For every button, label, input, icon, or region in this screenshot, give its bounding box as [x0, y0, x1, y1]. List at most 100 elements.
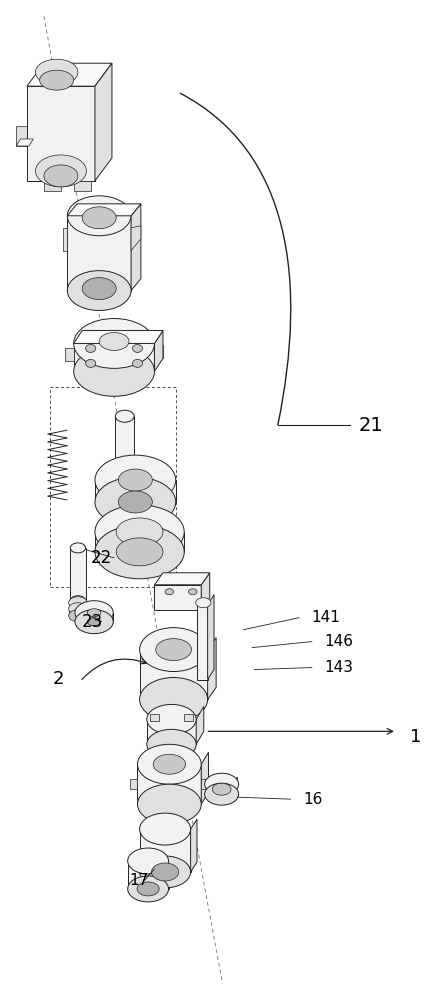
Polygon shape — [201, 573, 210, 610]
Polygon shape — [190, 819, 197, 872]
Polygon shape — [201, 752, 208, 804]
Ellipse shape — [118, 469, 152, 491]
Ellipse shape — [137, 744, 201, 784]
Polygon shape — [67, 204, 141, 216]
Polygon shape — [16, 139, 33, 146]
Ellipse shape — [140, 813, 190, 845]
Polygon shape — [211, 784, 233, 794]
Ellipse shape — [36, 59, 78, 85]
Text: 2: 2 — [52, 671, 64, 689]
Polygon shape — [130, 779, 137, 789]
Polygon shape — [65, 348, 74, 361]
Polygon shape — [27, 63, 112, 86]
Ellipse shape — [116, 410, 134, 422]
Polygon shape — [95, 63, 112, 181]
Text: 23: 23 — [82, 613, 104, 631]
Polygon shape — [74, 330, 163, 343]
Ellipse shape — [95, 505, 184, 559]
Ellipse shape — [205, 783, 239, 805]
Ellipse shape — [205, 773, 239, 795]
Ellipse shape — [40, 70, 74, 90]
Ellipse shape — [74, 319, 155, 368]
Ellipse shape — [188, 589, 197, 595]
Ellipse shape — [116, 538, 163, 566]
Polygon shape — [208, 638, 216, 699]
Ellipse shape — [116, 518, 163, 546]
Ellipse shape — [70, 596, 86, 606]
Polygon shape — [108, 476, 159, 493]
Polygon shape — [233, 777, 238, 794]
Ellipse shape — [86, 359, 96, 367]
Ellipse shape — [116, 462, 134, 474]
Polygon shape — [128, 861, 169, 889]
Polygon shape — [95, 532, 184, 552]
Ellipse shape — [95, 477, 176, 527]
Ellipse shape — [68, 610, 87, 622]
Polygon shape — [63, 228, 67, 251]
Ellipse shape — [153, 754, 185, 774]
Ellipse shape — [67, 271, 131, 311]
Ellipse shape — [108, 477, 159, 509]
Ellipse shape — [118, 491, 152, 513]
Ellipse shape — [156, 639, 191, 661]
Ellipse shape — [128, 876, 169, 902]
Ellipse shape — [137, 784, 201, 824]
Ellipse shape — [140, 628, 208, 672]
Polygon shape — [95, 480, 176, 502]
Ellipse shape — [212, 783, 231, 795]
Ellipse shape — [74, 346, 155, 396]
Ellipse shape — [165, 589, 174, 595]
Ellipse shape — [137, 882, 159, 896]
Polygon shape — [155, 573, 210, 585]
Ellipse shape — [140, 856, 190, 888]
Ellipse shape — [68, 597, 87, 609]
Polygon shape — [67, 216, 131, 291]
Polygon shape — [131, 226, 141, 251]
Ellipse shape — [75, 601, 113, 625]
Ellipse shape — [140, 678, 208, 721]
Ellipse shape — [75, 610, 113, 634]
Polygon shape — [208, 595, 214, 680]
Text: 16: 16 — [303, 792, 323, 807]
Ellipse shape — [44, 165, 78, 187]
Ellipse shape — [95, 455, 176, 505]
Polygon shape — [74, 181, 91, 191]
Polygon shape — [16, 126, 29, 146]
Polygon shape — [116, 416, 134, 468]
Polygon shape — [201, 779, 209, 789]
Ellipse shape — [67, 196, 131, 236]
Ellipse shape — [147, 729, 196, 759]
Ellipse shape — [132, 359, 143, 367]
Text: 17: 17 — [129, 873, 148, 888]
Ellipse shape — [128, 848, 169, 874]
Text: 141: 141 — [312, 610, 341, 625]
Polygon shape — [197, 605, 208, 680]
Text: 1: 1 — [410, 728, 421, 746]
Ellipse shape — [95, 525, 184, 579]
Text: 146: 146 — [324, 634, 354, 649]
Ellipse shape — [82, 207, 116, 229]
Ellipse shape — [70, 543, 86, 553]
Polygon shape — [155, 585, 201, 610]
Polygon shape — [75, 613, 113, 622]
Text: 21: 21 — [359, 416, 383, 435]
Text: 143: 143 — [324, 660, 354, 675]
Ellipse shape — [108, 460, 159, 492]
Ellipse shape — [87, 609, 101, 617]
Ellipse shape — [152, 863, 179, 881]
Polygon shape — [140, 650, 208, 699]
Polygon shape — [155, 330, 163, 371]
Polygon shape — [155, 345, 163, 358]
Polygon shape — [150, 714, 159, 721]
Ellipse shape — [86, 344, 96, 352]
Ellipse shape — [68, 603, 87, 615]
Polygon shape — [27, 86, 95, 181]
Ellipse shape — [147, 704, 196, 734]
Ellipse shape — [99, 332, 129, 350]
Ellipse shape — [87, 618, 101, 626]
Polygon shape — [131, 204, 141, 291]
Polygon shape — [184, 714, 193, 721]
Polygon shape — [74, 343, 155, 371]
Polygon shape — [68, 609, 87, 616]
Text: 22: 22 — [91, 549, 112, 567]
